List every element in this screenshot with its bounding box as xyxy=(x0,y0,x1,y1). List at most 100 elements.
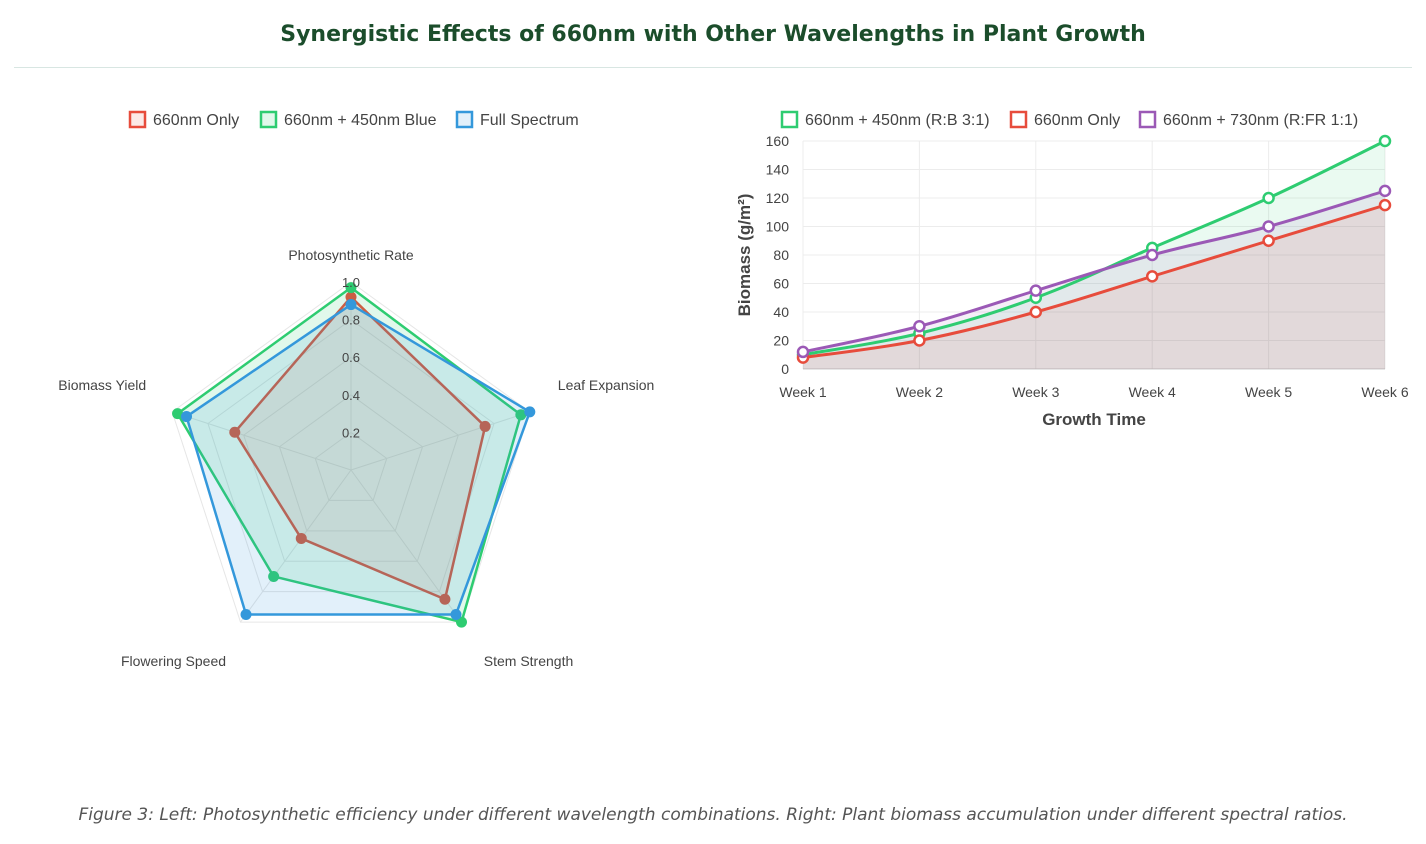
data-point xyxy=(913,320,926,333)
radar-area xyxy=(176,286,523,624)
figure-caption: Figure 3: Left: Photosynthetic efficienc… xyxy=(78,805,1348,825)
radar-series-660nm-450nm-blue xyxy=(172,282,527,628)
series-line xyxy=(802,189,1386,354)
legend-label: 660nm Only xyxy=(153,112,239,129)
y-tick-label: 0 xyxy=(781,361,789,377)
legend-swatch xyxy=(1138,110,1157,129)
legend-item-660nm-only: 660nm Only xyxy=(1009,110,1120,129)
line-series-660nm-only xyxy=(796,198,1392,364)
y-tick-label: 20 xyxy=(773,333,789,349)
data-point xyxy=(1378,184,1392,198)
legend-item-full-spectrum: Full Spectrum xyxy=(455,110,579,129)
data-point xyxy=(1029,305,1043,319)
y-tick-label: 140 xyxy=(766,162,790,178)
legend-item-660nm-730nm-r-fr-1-1: 660nm + 730nm (R:FR 1:1) xyxy=(1138,110,1358,129)
radar-area xyxy=(185,303,532,616)
radar-tick-label: 0.2 xyxy=(342,425,360,440)
legend-label: 660nm + 730nm (R:FR 1:1) xyxy=(1163,112,1358,129)
data-point xyxy=(1378,198,1392,212)
legend-swatch xyxy=(1009,110,1028,129)
data-point xyxy=(1029,284,1043,297)
radar-tick-label: 0.8 xyxy=(342,313,360,328)
radar-chart: 660nm Only 660nm + 450nm Blue Full Spectru… xyxy=(58,110,655,669)
radar-area xyxy=(233,295,487,601)
x-tick-label: Week 1 xyxy=(779,384,826,400)
radar-series-full-spectrum xyxy=(181,299,536,620)
radar-point xyxy=(345,299,357,311)
x-axis-title: Growth Time xyxy=(1042,410,1146,429)
radar-point xyxy=(240,608,252,620)
data-point xyxy=(913,334,926,347)
radar-tick-label: 1.0 xyxy=(342,275,360,290)
x-tick-label: Week 5 xyxy=(1245,384,1292,400)
line-series-660nm-730nm-r-fr-1-1 xyxy=(796,184,1392,359)
radar-grid-ring xyxy=(171,281,531,623)
line-chart: 660nm + 450nm (R:B 3:1) 660nm Only 660nm +… xyxy=(735,110,1409,429)
x-tick-label: Week 3 xyxy=(1012,384,1059,400)
legend-label: 660nm + 450nm Blue xyxy=(284,112,437,129)
data-point xyxy=(1262,191,1275,205)
radar-axis-label: Photosynthetic Rate xyxy=(288,247,414,263)
radar-point xyxy=(439,593,451,605)
radar-axis-label: Flowering Speed xyxy=(121,653,226,669)
x-tick-label: Week 2 xyxy=(896,384,943,400)
y-tick-label: 120 xyxy=(766,190,790,206)
y-tick-label: 100 xyxy=(766,219,790,235)
legend-label: Full Spectrum xyxy=(480,112,579,129)
radar-axis-label: Biomass Yield xyxy=(58,377,146,393)
legend-item-660nm-450nm-r-b-3-1: 660nm + 450nm (R:B 3:1) xyxy=(780,110,990,129)
radar-spoke xyxy=(172,411,352,471)
legend-item-660nm-only: 660nm Only xyxy=(128,110,239,129)
legend-swatch xyxy=(259,110,278,129)
radar-axis-label: Stem Strength xyxy=(484,653,574,669)
data-point xyxy=(1145,270,1159,283)
radar-grid-ring xyxy=(243,356,459,562)
legend-item-660nm-450nm-blue: 660nm + 450nm Blue xyxy=(259,110,437,129)
y-tick-label: 60 xyxy=(773,276,789,292)
radar-point xyxy=(479,420,491,432)
radar-point xyxy=(172,408,184,420)
data-point xyxy=(796,345,810,359)
legend-label: 660nm Only xyxy=(1034,112,1120,129)
title-divider xyxy=(14,67,1412,68)
radar-point xyxy=(345,291,357,303)
legend-label: 660nm + 450nm (R:B 3:1) xyxy=(805,112,990,129)
y-tick-label: 40 xyxy=(773,304,789,320)
series-line xyxy=(802,203,1386,360)
area-660nm-only xyxy=(803,205,1385,369)
radar-axis-label: Leaf Expansion xyxy=(558,377,655,393)
y-tick-label: 80 xyxy=(773,247,789,263)
radar-point xyxy=(295,532,307,544)
radar-spoke xyxy=(350,411,530,471)
legend-swatch xyxy=(780,110,799,129)
radar-point xyxy=(450,608,462,620)
radar-point xyxy=(524,406,536,418)
page-title: Synergistic Effects of 660nm with Other … xyxy=(280,22,1146,47)
legend-swatch xyxy=(455,110,474,129)
radar-series-660nm-only xyxy=(229,291,491,605)
radar-point xyxy=(515,409,527,421)
data-point xyxy=(1145,248,1159,262)
x-tick-label: Week 4 xyxy=(1129,384,1176,400)
radar-grid-ring xyxy=(207,318,495,593)
radar-point xyxy=(229,426,241,438)
radar-grid xyxy=(171,281,531,623)
radar-grid-ring xyxy=(278,394,424,532)
legend-swatch xyxy=(128,110,147,129)
radar-point xyxy=(345,282,357,294)
x-tick-label: Week 6 xyxy=(1361,384,1408,400)
y-tick-label: 160 xyxy=(766,133,790,149)
area-660nm-450nm-r-b-3-1 xyxy=(803,141,1385,369)
line-grid xyxy=(802,140,1386,370)
radar-grid-ring xyxy=(314,431,388,501)
radar-tick-label: 0.6 xyxy=(342,350,360,365)
data-point xyxy=(1262,220,1275,233)
data-point xyxy=(1378,134,1392,148)
y-axis-title: Biomass (g/m²) xyxy=(735,194,754,317)
radar-point xyxy=(268,570,280,582)
radar-point xyxy=(456,616,468,628)
radar-tick-label: 0.4 xyxy=(342,388,360,403)
data-point xyxy=(1262,234,1275,247)
radar-spoke xyxy=(240,469,352,623)
radar-point xyxy=(181,411,193,423)
